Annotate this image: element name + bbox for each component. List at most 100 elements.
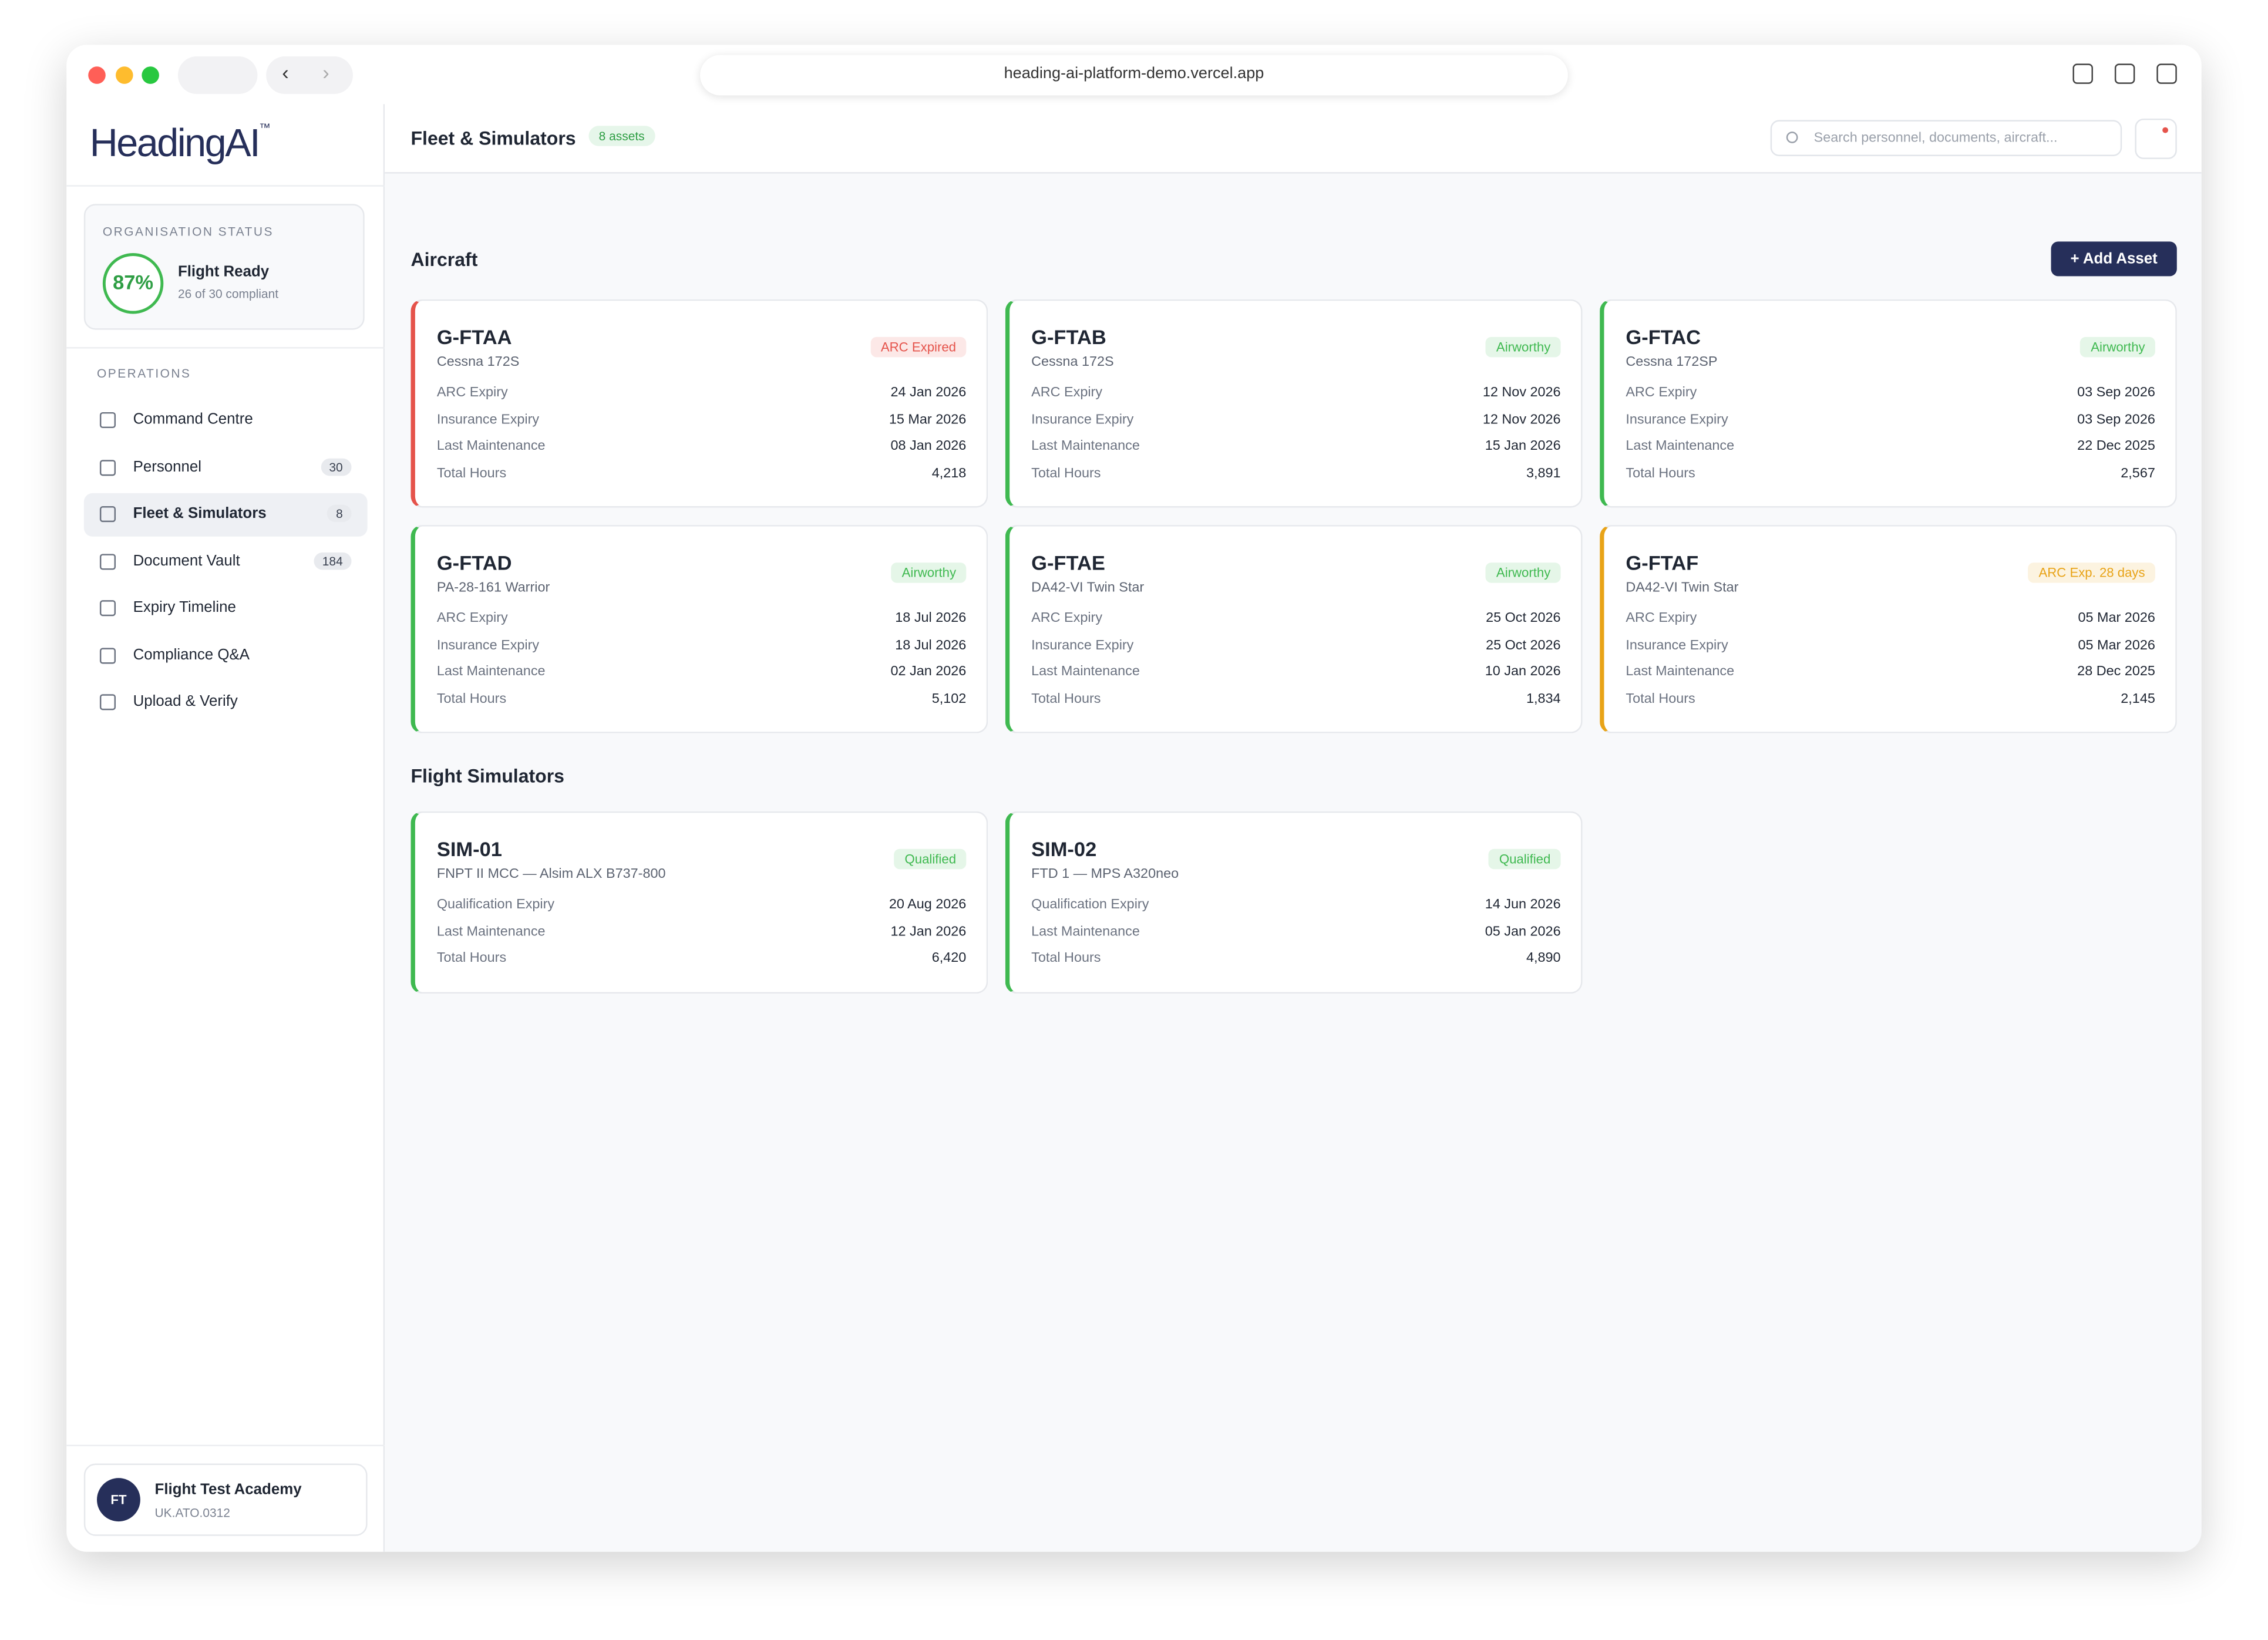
asset-model: PA-28-161 Warrior xyxy=(436,580,550,596)
nav-item[interactable]: Command Centre xyxy=(84,399,368,443)
sidebar-toggle[interactable] xyxy=(177,56,258,95)
window-control[interactable] xyxy=(142,66,159,84)
search-box[interactable]: Search personnel, documents, aircraft... xyxy=(1770,120,2122,157)
row-value: 20 Aug 2026 xyxy=(889,897,967,913)
url-text: heading-ai-platform-demo.vercel.app xyxy=(1004,65,1264,83)
row-label: Total Hours xyxy=(436,951,507,967)
asset-id: G-FTAC xyxy=(1626,325,1701,349)
row-label: ARC Expiry xyxy=(436,610,508,627)
row-value: 08 Jan 2026 xyxy=(890,439,967,455)
row-value: 25 Oct 2026 xyxy=(1486,610,1561,627)
row-label: Last Maintenance xyxy=(1031,439,1140,455)
row-label: Last Maintenance xyxy=(436,664,546,681)
asset-card[interactable]: G-FTAB Cessna 172S Airworthy ARC Expiry 12 N… xyxy=(1005,299,1583,508)
forward-button[interactable]: › xyxy=(322,60,329,84)
user-name: Flight Test Academy xyxy=(154,1481,302,1498)
row-label: Insurance Expiry xyxy=(436,412,540,428)
row-value: 2,567 xyxy=(2121,466,2155,482)
toolbar-button[interactable] xyxy=(2072,63,2093,84)
nav-label: Document Vault xyxy=(133,551,240,570)
search-icon xyxy=(1786,132,1798,143)
status-badge: ARC Exp. 28 days xyxy=(2028,563,2155,583)
row-value: 02 Jan 2026 xyxy=(890,664,967,681)
nav-item[interactable]: Expiry Timeline xyxy=(84,587,368,631)
nav-item[interactable]: Fleet & Simulators 8 xyxy=(83,493,368,537)
row-label: Insurance Expiry xyxy=(1626,637,1728,654)
nav-icon xyxy=(99,553,116,570)
divider xyxy=(66,347,385,349)
row-label: ARC Expiry xyxy=(436,385,508,401)
row-value: 15 Mar 2026 xyxy=(889,412,967,428)
window-control[interactable] xyxy=(116,66,133,84)
status-badge: Airworthy xyxy=(1486,336,1561,358)
asset-id: G-FTAD xyxy=(436,551,512,574)
asset-card[interactable]: SIM-01 FNPT II MCC — Alsim ALX B737-800 Qu… xyxy=(410,811,988,994)
notification-dot xyxy=(2162,127,2169,133)
nav-badge: 184 xyxy=(314,551,352,570)
row-label: ARC Expiry xyxy=(1031,610,1103,627)
asset-id: SIM-02 xyxy=(1031,837,1097,861)
nav-icon xyxy=(99,647,116,664)
row-label: Last Maintenance xyxy=(436,924,546,940)
nav-badge: 8 xyxy=(327,504,352,523)
main: Fleet & Simulators 8 assets Search personn… xyxy=(385,104,2202,1552)
nav-icon xyxy=(99,506,116,523)
row-value: 05 Mar 2026 xyxy=(2078,610,2155,627)
row-label: ARC Expiry xyxy=(1626,610,1697,627)
address-bar[interactable]: heading-ai-platform-demo.vercel.app xyxy=(700,55,1568,96)
row-value: 4,218 xyxy=(931,466,967,482)
section-label: OPERATIONS xyxy=(97,366,191,380)
row-label: Total Hours xyxy=(1626,691,1695,708)
asset-card[interactable]: G-FTAC Cessna 172SP Airworthy ARC Expiry 03 … xyxy=(1600,299,2177,508)
row-value: 5,102 xyxy=(931,691,967,708)
nav-label: Personnel xyxy=(133,457,202,476)
asset-card[interactable]: G-FTAD PA-28-161 Warrior Airworthy ARC Expi… xyxy=(410,525,988,733)
row-label: Last Maintenance xyxy=(1031,924,1140,940)
row-value: 1,834 xyxy=(1526,691,1561,708)
back-button[interactable]: ‹ xyxy=(282,60,289,84)
nav-item[interactable]: Upload & Verify xyxy=(84,681,368,725)
status-badge: Airworthy xyxy=(2080,336,2155,358)
row-value: 03 Sep 2026 xyxy=(2077,385,2155,401)
status-ring xyxy=(102,253,164,314)
toolbar-button[interactable] xyxy=(2114,63,2135,84)
browser-window: ‹ › heading-ai-platform-demo.vercel.app Hea… xyxy=(66,45,2202,1552)
window-control[interactable] xyxy=(88,66,106,84)
asset-card[interactable]: G-FTAE DA42-VI Twin Star Airworthy ARC Expi… xyxy=(1005,525,1583,733)
row-value: 18 Jul 2026 xyxy=(895,610,967,627)
search-placeholder: Search personnel, documents, aircraft... xyxy=(1813,130,2058,146)
row-label: Total Hours xyxy=(1031,691,1101,708)
asset-model: FNPT II MCC — Alsim ALX B737-800 xyxy=(436,866,666,883)
row-label: ARC Expiry xyxy=(1031,385,1103,401)
notification-button[interactable] xyxy=(2135,118,2177,159)
toolbar-button[interactable] xyxy=(2156,63,2177,84)
divider xyxy=(66,185,385,187)
row-value: 6,420 xyxy=(931,951,967,967)
nav-buttons[interactable] xyxy=(266,56,353,95)
row-label: Total Hours xyxy=(1031,951,1101,967)
nav-label: Compliance Q&A xyxy=(133,645,250,664)
nav-item[interactable]: Document Vault 184 xyxy=(84,540,368,584)
user-card[interactable]: FT Flight Test Academy UK.ATO.0312 xyxy=(83,1463,368,1536)
row-value: 15 Jan 2026 xyxy=(1485,439,1561,455)
row-label: Total Hours xyxy=(436,691,507,708)
asset-model: FTD 1 — MPS A320neo xyxy=(1031,866,1179,883)
row-label: Qualification Expiry xyxy=(436,897,555,913)
logo-mark: ™ xyxy=(259,121,271,135)
row-label: Last Maintenance xyxy=(1626,439,1735,455)
nav-icon xyxy=(99,459,116,476)
nav-badge: 30 xyxy=(320,457,352,476)
row-label: Insurance Expiry xyxy=(1626,412,1728,428)
asset-card[interactable]: SIM-02 FTD 1 — MPS A320neo Qualified Qualif… xyxy=(1005,811,1583,994)
row-value: 4,890 xyxy=(1526,951,1561,967)
row-label: Last Maintenance xyxy=(1626,664,1735,681)
asset-card[interactable]: G-FTAF DA42-VI Twin Star ARC Exp. 28 days A… xyxy=(1600,525,2177,733)
add-asset-button[interactable]: + Add Asset xyxy=(2051,241,2177,277)
asset-card[interactable]: G-FTAA Cessna 172S ARC Expired ARC Expiry 24… xyxy=(410,299,988,508)
nav-item[interactable]: Compliance Q&A xyxy=(84,634,368,678)
nav-item[interactable]: Personnel 30 xyxy=(84,446,368,490)
asset-id: G-FTAA xyxy=(436,325,512,349)
asset-id: G-FTAF xyxy=(1626,551,1699,574)
status-title: Flight Ready xyxy=(177,263,270,281)
